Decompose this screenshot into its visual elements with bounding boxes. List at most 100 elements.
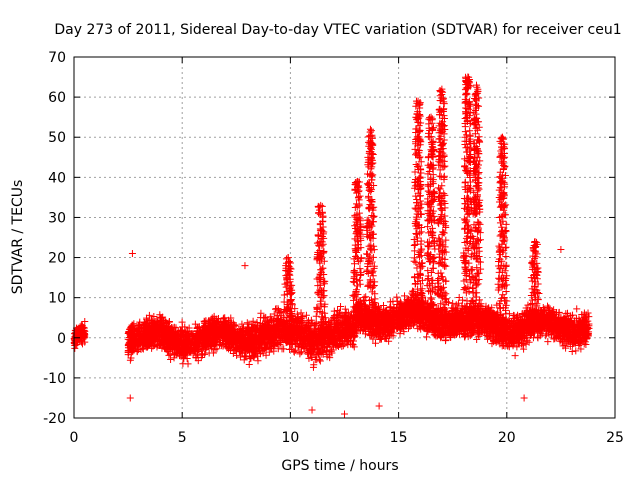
data-point	[169, 336, 177, 344]
data-point	[211, 346, 219, 354]
data-point	[393, 293, 401, 301]
data-point	[81, 338, 89, 346]
data-point	[172, 350, 180, 358]
data-point	[228, 325, 236, 333]
data-point	[218, 332, 226, 340]
data-point	[125, 325, 133, 333]
data-point	[204, 338, 212, 346]
data-point	[254, 357, 262, 365]
data-point	[262, 351, 270, 359]
data-point	[150, 334, 158, 342]
data-point	[75, 334, 83, 342]
data-point	[328, 343, 336, 351]
data-point	[222, 322, 230, 330]
data-point	[136, 340, 144, 348]
data-point	[189, 335, 197, 343]
data-point	[260, 345, 268, 353]
data-point	[223, 344, 231, 352]
data-point	[270, 310, 278, 318]
data-point	[179, 343, 187, 351]
data-point	[127, 349, 135, 357]
data-point	[572, 347, 580, 355]
data-point	[201, 350, 209, 358]
data-point	[135, 338, 143, 346]
data-point	[81, 330, 89, 338]
data-point	[289, 341, 297, 349]
data-point	[240, 356, 248, 364]
data-point	[124, 341, 132, 349]
data-point	[210, 312, 218, 320]
data-point	[206, 331, 214, 339]
data-point	[235, 332, 243, 340]
data-point	[139, 335, 147, 343]
data-point	[184, 330, 192, 338]
data-point	[267, 344, 275, 352]
data-point	[139, 345, 147, 353]
data-point	[233, 351, 241, 359]
data-point	[347, 337, 355, 345]
data-point	[511, 352, 519, 360]
data-point	[78, 322, 86, 330]
data-point	[76, 326, 84, 334]
data-point	[156, 313, 164, 321]
data-point	[238, 320, 246, 328]
data-point	[201, 318, 209, 326]
data-point	[238, 331, 246, 339]
data-point	[210, 320, 218, 328]
data-point	[179, 351, 187, 359]
data-point	[296, 349, 304, 357]
data-point	[151, 341, 159, 349]
data-point	[185, 324, 193, 332]
data-point	[153, 321, 161, 329]
data-point	[423, 333, 431, 341]
data-point	[191, 320, 199, 328]
data-point	[147, 327, 155, 335]
data-point	[158, 341, 166, 349]
data-point	[257, 309, 265, 317]
data-point	[193, 340, 201, 348]
grid	[74, 57, 615, 418]
data-point	[214, 327, 222, 335]
data-point	[181, 323, 189, 331]
data-point	[227, 323, 235, 331]
data-point	[140, 324, 148, 332]
data-point	[159, 337, 167, 345]
data-point	[249, 317, 257, 325]
data-point	[251, 328, 259, 336]
data-point	[180, 342, 188, 350]
data-point	[222, 339, 230, 347]
data-point	[183, 349, 191, 357]
data-point	[290, 348, 298, 356]
data-point	[225, 345, 233, 353]
data-point	[220, 314, 228, 322]
data-point	[200, 344, 208, 352]
data-point	[206, 319, 214, 327]
data-point	[126, 330, 134, 338]
data-point	[245, 361, 253, 369]
data-point	[81, 317, 89, 325]
chart-title: Day 273 of 2011, Sidereal Day-to-day VTE…	[54, 22, 621, 38]
data-point	[190, 346, 198, 354]
data-point	[145, 323, 153, 331]
data-point	[173, 346, 181, 354]
data-point	[314, 351, 322, 359]
data-point	[148, 317, 156, 325]
data-point	[171, 328, 179, 336]
data-point	[165, 318, 173, 326]
data-point	[129, 321, 137, 329]
data-point	[235, 348, 243, 356]
data-point	[225, 340, 233, 348]
data-point	[260, 327, 268, 335]
data-point	[217, 318, 225, 326]
data-point	[205, 339, 213, 347]
data-point	[336, 311, 344, 319]
data-point	[290, 347, 298, 355]
data-point	[311, 356, 319, 364]
data-point	[336, 340, 344, 348]
data-point	[339, 342, 347, 350]
data-point	[132, 335, 140, 343]
data-point	[314, 325, 322, 333]
data-point	[154, 336, 162, 344]
data-point	[161, 345, 169, 353]
